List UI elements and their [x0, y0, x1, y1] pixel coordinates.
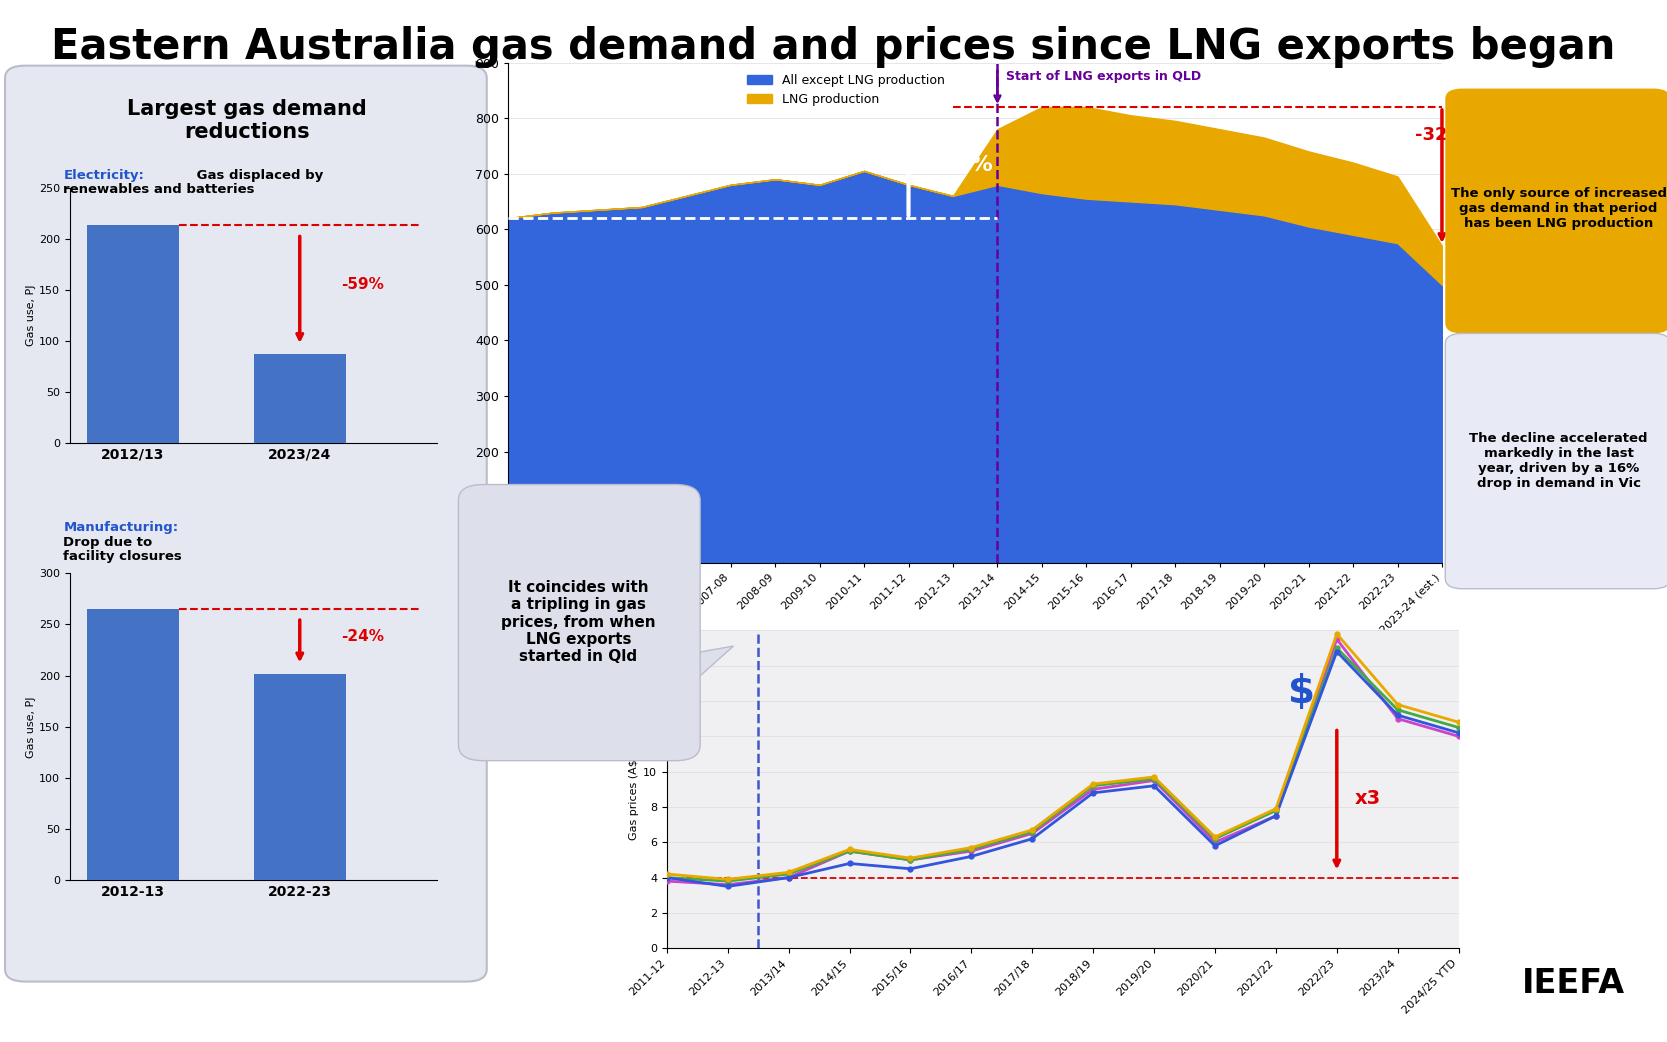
Bar	[253, 354, 345, 443]
Victoria	[657, 875, 677, 888]
Line: Brisbane: Brisbane	[665, 649, 1460, 889]
Brisbane	[1265, 810, 1285, 822]
Brisbane	[1022, 833, 1042, 845]
Text: The only source of increased
gas demand in that period
has been LNG production: The only source of increased gas demand …	[1450, 187, 1667, 230]
Sydney	[1327, 627, 1347, 640]
Brisbane	[1144, 779, 1164, 792]
Adelaide	[1205, 833, 1225, 845]
Adelaide	[657, 871, 677, 884]
Text: x3: x3	[1355, 789, 1382, 808]
Bar	[87, 609, 178, 880]
Text: Largest gas demand
reductions: Largest gas demand reductions	[127, 99, 367, 142]
Sydney	[840, 843, 860, 855]
Sydney	[1205, 830, 1225, 843]
Text: Drop due to: Drop due to	[63, 536, 153, 548]
Text: -32%: -32%	[1415, 126, 1465, 144]
Brisbane	[657, 871, 677, 884]
Y-axis label: Gas use, PJ: Gas use, PJ	[27, 284, 37, 346]
Victoria	[1327, 632, 1347, 645]
Adelaide	[962, 843, 982, 855]
Victoria	[962, 845, 982, 858]
Text: -59%: -59%	[342, 277, 385, 292]
Text: Start of LNG exports in QLD: Start of LNG exports in QLD	[1007, 70, 1202, 83]
Line: Sydney: Sydney	[665, 631, 1460, 882]
Adelaide	[1144, 772, 1164, 785]
Brisbane	[718, 880, 738, 893]
Sydney	[1022, 823, 1042, 836]
Adelaide	[1449, 721, 1469, 734]
Line: Victoria: Victoria	[665, 637, 1460, 887]
Adelaide	[900, 853, 920, 866]
Sydney	[718, 873, 738, 886]
Sydney	[778, 866, 798, 878]
Brisbane	[840, 858, 860, 870]
Victoria	[1387, 713, 1407, 725]
Adelaide	[1022, 825, 1042, 838]
Victoria	[778, 871, 798, 884]
Victoria	[1205, 836, 1225, 848]
Text: +32%: +32%	[922, 155, 994, 175]
Brisbane	[1449, 726, 1469, 739]
Brisbane	[1205, 840, 1225, 852]
Victoria	[1265, 810, 1285, 822]
Adelaide	[1084, 779, 1104, 792]
Victoria	[1084, 784, 1104, 796]
Victoria	[1144, 774, 1164, 787]
Text: Electricity:: Electricity:	[63, 169, 145, 181]
Adelaide	[718, 875, 738, 888]
Bar	[253, 673, 345, 880]
Sydney	[1144, 771, 1164, 784]
Brisbane	[778, 871, 798, 884]
Text: Eastern Australia gas demand and prices since LNG exports began: Eastern Australia gas demand and prices …	[52, 26, 1615, 68]
Sydney	[1084, 777, 1104, 790]
Text: The decline accelerated
markedly in the last
year, driven by a 16%
drop in deman: The decline accelerated markedly in the …	[1469, 431, 1649, 490]
Brisbane	[1387, 709, 1407, 721]
Y-axis label: Gas prices (A$/GJ): Gas prices (A$/GJ)	[628, 739, 638, 840]
Brisbane	[962, 850, 982, 863]
Text: Manufacturing:: Manufacturing:	[63, 521, 178, 534]
Sydney	[900, 852, 920, 865]
Text: IEEFA: IEEFA	[1522, 967, 1625, 1000]
Bar	[87, 225, 178, 443]
Text: facility closures: facility closures	[63, 550, 182, 563]
Victoria	[900, 853, 920, 866]
Adelaide	[778, 868, 798, 880]
Brisbane	[1084, 787, 1104, 799]
Sydney	[1387, 698, 1407, 711]
Text: -24%: -24%	[342, 628, 385, 644]
Victoria	[718, 878, 738, 891]
Text: renewables and batteries: renewables and batteries	[63, 183, 255, 196]
Adelaide	[840, 845, 860, 858]
Legend: All except LNG production, LNG production: All except LNG production, LNG productio…	[742, 69, 950, 111]
Brisbane	[900, 863, 920, 875]
Adelaide	[1327, 642, 1347, 654]
Victoria	[1022, 827, 1042, 840]
Sydney	[1449, 716, 1469, 728]
Text: It coincides with
a tripling in gas
prices, from when
LNG exports
started in Qld: It coincides with a tripling in gas pric…	[502, 579, 655, 665]
Text: Gas displaced by: Gas displaced by	[192, 169, 323, 181]
Adelaide	[1265, 804, 1285, 817]
Sydney	[657, 868, 677, 880]
Y-axis label: Gas use, PJ: Gas use, PJ	[27, 696, 37, 758]
Sydney	[1265, 802, 1285, 815]
Sydney	[962, 841, 982, 853]
Victoria	[1449, 730, 1469, 743]
Brisbane	[1327, 645, 1347, 658]
Adelaide	[1387, 703, 1407, 716]
Line: Adelaide: Adelaide	[665, 646, 1460, 884]
Victoria	[840, 845, 860, 858]
Text: $: $	[1289, 673, 1315, 712]
